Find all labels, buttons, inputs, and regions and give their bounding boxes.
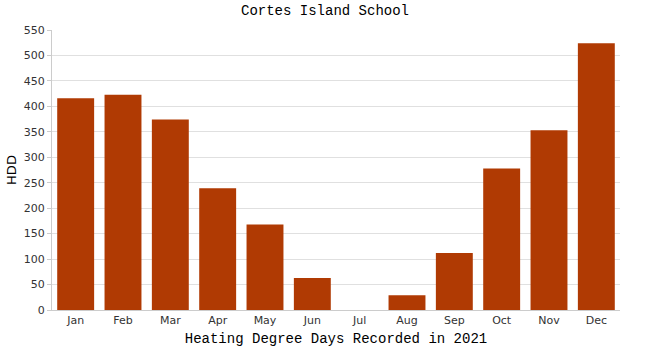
svg-text:Mar: Mar bbox=[160, 314, 181, 327]
svg-text:550: 550 bbox=[24, 24, 45, 37]
svg-text:Jun: Jun bbox=[303, 314, 321, 327]
svg-text:Jan: Jan bbox=[66, 314, 84, 327]
svg-text:200: 200 bbox=[24, 202, 45, 215]
svg-text:400: 400 bbox=[24, 100, 45, 113]
svg-text:500: 500 bbox=[24, 49, 45, 62]
svg-text:250: 250 bbox=[24, 177, 45, 190]
svg-text:HDD: HDD bbox=[4, 155, 19, 185]
svg-text:Oct: Oct bbox=[492, 314, 512, 327]
svg-text:Sep: Sep bbox=[444, 314, 465, 327]
svg-text:Nov: Nov bbox=[538, 314, 560, 327]
svg-text:450: 450 bbox=[24, 75, 45, 88]
svg-text:Aug: Aug bbox=[396, 314, 417, 327]
svg-text:Dec: Dec bbox=[586, 314, 607, 327]
svg-text:50: 50 bbox=[31, 278, 45, 291]
svg-text:Feb: Feb bbox=[113, 314, 132, 327]
svg-text:300: 300 bbox=[24, 151, 45, 164]
svg-text:350: 350 bbox=[24, 126, 45, 139]
svg-text:Cortes Island School: Cortes Island School bbox=[241, 3, 409, 19]
svg-text:May: May bbox=[254, 314, 277, 327]
svg-text:Heating Degree Days Recorded i: Heating Degree Days Recorded in 2021 bbox=[185, 331, 487, 347]
svg-text:150: 150 bbox=[24, 227, 45, 240]
svg-text:0: 0 bbox=[38, 304, 45, 317]
svg-text:Jul: Jul bbox=[352, 314, 366, 327]
svg-text:Apr: Apr bbox=[208, 314, 228, 327]
svg-text:100: 100 bbox=[24, 253, 45, 266]
